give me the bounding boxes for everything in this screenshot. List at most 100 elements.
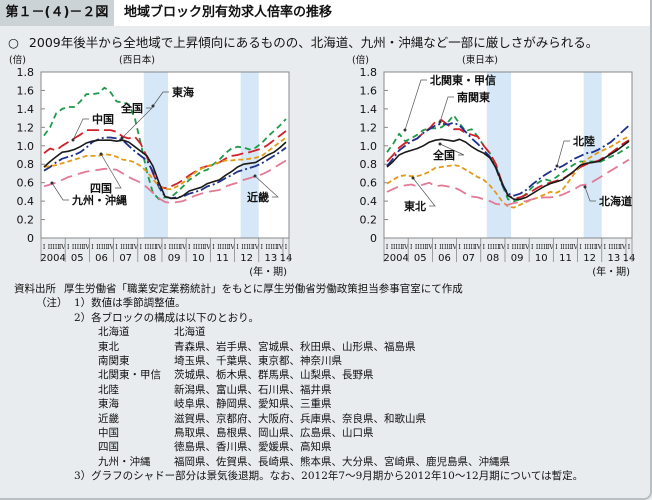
x-quarter-label: III (77, 244, 85, 251)
series-label: 北関東・甲信 (430, 73, 496, 87)
recession-shading (583, 72, 602, 238)
y-tick-label: 1.4 (360, 103, 378, 116)
x-year-label: 07 (462, 253, 475, 264)
block-row: 北関東・甲信 茨城県、栃木県、群馬県、山梨県、長野県 (14, 368, 463, 382)
x-quarter-label: II (487, 244, 492, 251)
x-quarter-label: II (463, 244, 468, 251)
block-prefectures: 茨城県、栃木県、群馬県、山梨県、長野県 (174, 369, 374, 382)
x-quarter-label: II (608, 244, 613, 251)
y-tick-label: 0.4 (360, 195, 378, 208)
annotation-arrow-icon (403, 128, 407, 132)
x-quarter-label: II (217, 244, 222, 251)
charts-area: 00.20.40.60.81.01.21.41.61.8(倍) (西日本)I II I… (9, 54, 635, 278)
block-name: 四国 (98, 441, 119, 454)
series-line-東北 (386, 135, 630, 209)
block-prefectures: 徳島県、香川県、愛媛県、高知県 (174, 441, 332, 454)
block-name: 東北 (98, 340, 119, 353)
annotation-leader (439, 143, 465, 156)
x-quarter-label: I (67, 244, 70, 251)
y-tick-label: 1.2 (17, 121, 35, 134)
x-quarter-label: I (285, 244, 288, 251)
annotation-leader (100, 153, 122, 189)
source-label: 資料出所 (14, 283, 56, 295)
series-line-北陸 (386, 121, 630, 197)
annotation-leader (412, 177, 436, 207)
x-quarter-label: III (589, 244, 597, 251)
x-quarter-label: I (628, 244, 631, 251)
y-tick-label: 0 (27, 232, 34, 245)
block-prefectures: 滋賀県、京都府、大阪府、兵庫県、奈良県、和歌山県 (174, 412, 426, 425)
annotation-arrow-icon (438, 120, 442, 124)
annotation-leader (439, 96, 454, 123)
title-bar: 第１－(４)－２図 地域ブロック別有効求人倍率の推移 (0, 0, 650, 26)
annotation-leader (584, 186, 596, 202)
block-row: 南関東 埼玉県、千葉県、東京都、神奈川県 (14, 354, 463, 368)
series-label: 東北 (404, 199, 426, 213)
block-name: 東海 (98, 398, 119, 411)
x-year-label: 11 (216, 253, 229, 264)
x-year-label: 09 (511, 253, 524, 264)
x-quarter-label: I (410, 244, 413, 251)
y-tick-label: 1.6 (17, 84, 35, 97)
y-tick-label: 0.8 (360, 158, 378, 171)
series-line-四国 (43, 136, 287, 191)
x-year-label: 13 (607, 253, 620, 264)
series-line-全国 (386, 138, 630, 201)
x-quarter-label: II (512, 244, 517, 251)
y-tick-label: 1.2 (360, 121, 378, 134)
note2-row: 2）各ブロックの構成は以下のとおり。 (14, 311, 463, 325)
block-row: 九州・沖縄 福岡県、佐賀県、長崎県、熊本県、大分県、宮崎県、鹿児島県、沖縄県 (14, 455, 510, 469)
x-quarter-label: IV (402, 244, 409, 251)
x-year-label: 05 (71, 253, 84, 264)
annotation-leader (72, 118, 89, 141)
x-quarter-label: II (48, 244, 53, 251)
x-quarter-label: IV (523, 244, 530, 251)
series-label: 九州・沖縄 (71, 193, 127, 207)
note2: 2）各ブロックの構成は以下のとおり。 (74, 311, 259, 324)
x-year-label: 06 (95, 253, 108, 264)
recession-shading (240, 72, 259, 238)
note1-row: （注） 1）数値は季節調整値。 (14, 296, 463, 310)
block-row: 東北 青森県、岩手県、宮城県、秋田県、山形県、福島県 (14, 340, 463, 354)
block-name: 近畿 (98, 412, 119, 425)
notes: 資料出所 厚生労働省「職業安定業務統計」をもとに厚生労働省労働政策担当参事官室にて… (14, 282, 583, 483)
x-year-label: 13 (264, 253, 277, 264)
x-year-label: 06 (438, 253, 451, 264)
y-tick-label: 1.8 (17, 66, 35, 79)
series-line-東海 (43, 86, 287, 201)
y-tick-label: 1.4 (17, 103, 35, 116)
x-quarter-label: II (193, 244, 198, 251)
x-quarter-label: I (531, 244, 534, 251)
block-row: 北陸 新潟県、富山県、石川県、福井県 (14, 383, 463, 397)
block-row: 北海道 北海道 (14, 325, 463, 339)
x-unit-label: (年・期) (249, 265, 287, 278)
x-unit-label: (年・期) (592, 265, 630, 278)
series-label: 中国 (92, 112, 114, 126)
x-quarter-label: II (391, 244, 396, 251)
x-quarter-label: III (198, 244, 206, 251)
x-quarter-label: IV (83, 244, 90, 251)
chart-title: (西日本) (119, 54, 155, 66)
source-text: 厚生労働省「職業安定業務統計」をもとに厚生労働省労働政策担当参事官室にて作成 (64, 283, 463, 295)
x-quarter-label: IV (474, 244, 481, 251)
series-line-北海道 (386, 158, 630, 206)
series-line-全国 (43, 139, 287, 200)
lead-text: ○ 2009年後半から全地域で上昇傾向にあるものの、北海道、九州・沖縄など一部に厳… (8, 32, 598, 51)
x-quarter-label: III (396, 244, 404, 251)
series-line-九州・沖縄 (43, 159, 287, 204)
y-tick-label: 0 (370, 232, 377, 245)
x-quarter-label: I (434, 244, 437, 251)
series-label: 南関東 (457, 90, 491, 104)
x-quarter-label: I (458, 244, 461, 251)
block-prefectures: 埼玉県、千葉県、東京都、神奈川県 (174, 354, 342, 367)
block-prefectures: 青森県、岩手県、宮城県、秋田県、山形県、福島県 (174, 340, 416, 353)
lead-sentence: 2009年後半から全地域で上昇傾向にあるものの、北海道、九州・沖縄など一部に厳し… (28, 35, 599, 50)
x-quarter-label: III (222, 244, 230, 251)
block-name: 南関東 (98, 354, 130, 367)
x-quarter-label: II (536, 244, 541, 251)
y-tick-label: 0.8 (17, 158, 35, 171)
x-quarter-label: III (613, 244, 621, 251)
series-label: 近畿 (247, 190, 269, 204)
x-quarter-label: IV (571, 244, 578, 251)
x-quarter-label: III (270, 244, 278, 251)
